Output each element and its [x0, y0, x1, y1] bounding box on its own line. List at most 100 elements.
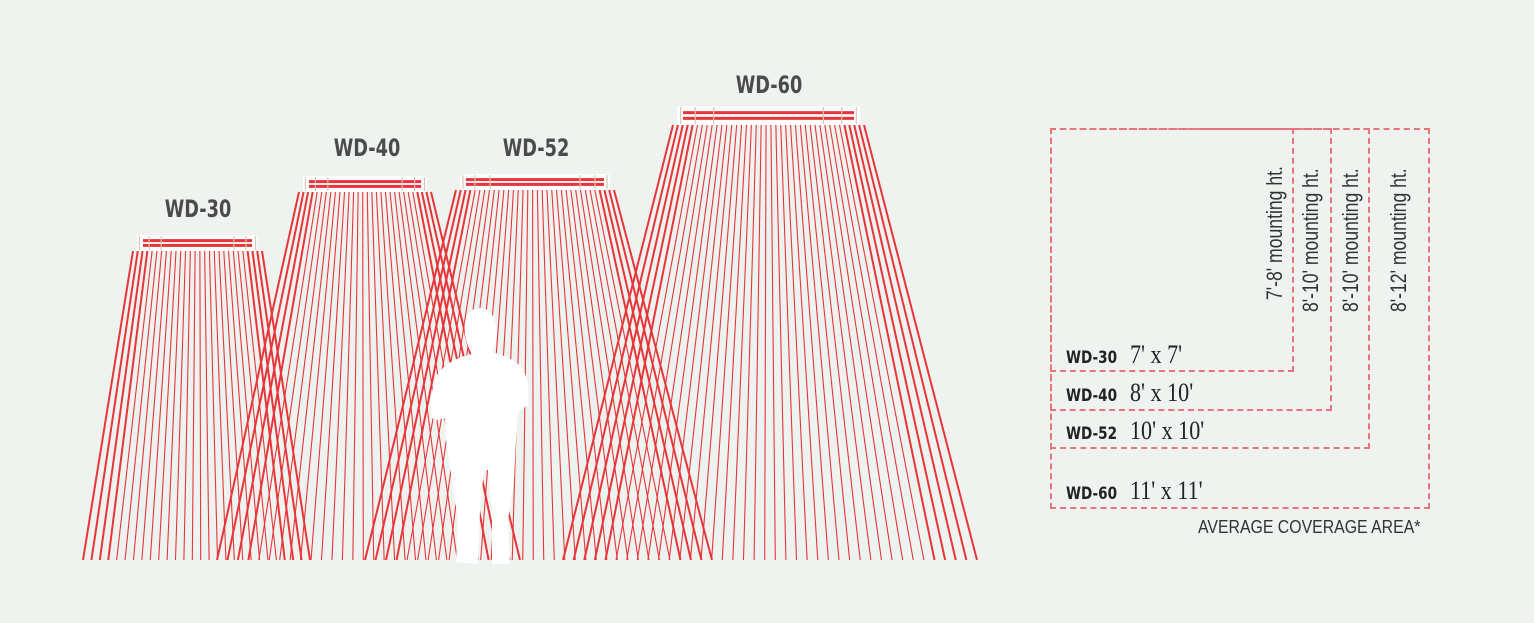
heat-ray-wd60	[572, 124, 679, 561]
heat-ray-wd40	[398, 191, 448, 561]
heat-ray-wd30	[116, 250, 153, 561]
heat-ray-wd30	[166, 250, 182, 561]
heat-ray-wd52	[536, 189, 545, 561]
heat-ray-wd30	[124, 250, 158, 561]
heat-ray-wd40	[236, 191, 310, 561]
coverage-model: WD-52	[1066, 424, 1118, 444]
heater-label-wd52: WD-52	[502, 134, 570, 162]
heater-label-wd30: WD-30	[164, 195, 232, 223]
heat-ray-wd60	[780, 124, 798, 561]
heat-ray-wd30	[208, 250, 219, 561]
heat-ray-wd60	[819, 124, 883, 561]
heat-ray-wd60	[764, 124, 767, 561]
coverage-caption: AVERAGE COVERAGE AREA*	[1198, 517, 1421, 537]
heat-ray-wd60	[636, 124, 708, 561]
heat-ray-wd30	[149, 250, 172, 561]
heat-ray-wd30	[141, 250, 167, 561]
coverage-area: 7' x 7'	[1130, 340, 1183, 369]
heater-wd40	[303, 176, 427, 192]
heat-ray-wd60	[615, 124, 699, 561]
heat-ray-wd40	[380, 191, 406, 561]
heat-ray-wd52	[532, 189, 534, 561]
heat-ray-wd60	[814, 124, 872, 561]
heat-ray-wd40	[394, 191, 437, 561]
heat-ray-wd60	[604, 124, 694, 561]
heat-ray-wd40	[268, 191, 323, 561]
heat-ray-wd60	[843, 124, 936, 561]
heat-ray-wd52	[570, 189, 618, 561]
heat-ray-wd60	[647, 124, 713, 561]
heat-ray-wd40	[226, 191, 305, 561]
heater-label-wd60: WD-60	[735, 71, 803, 99]
heating-element	[466, 182, 604, 186]
heat-ray-wd52	[551, 189, 576, 561]
heat-ray-wd30	[191, 250, 196, 561]
heat-ray-wd30	[199, 250, 202, 561]
heat-ray-wd40	[375, 191, 396, 561]
heat-ray-wd60	[834, 124, 914, 561]
mounting-height-wd30: 7'-8' mounting ht.	[1262, 166, 1287, 300]
heat-ray-wd40	[403, 191, 458, 561]
heat-ray-wd60	[863, 124, 978, 561]
person-silhouette	[430, 308, 529, 564]
coverage-row-wd60: WD-60 11' x 11'	[1066, 476, 1215, 506]
heat-ray-wd60	[732, 124, 752, 561]
heat-ray-wd60	[593, 124, 689, 561]
heating-element	[309, 184, 421, 188]
heat-ray-wd60	[838, 124, 925, 561]
heat-ray-wd60	[785, 124, 808, 561]
heat-ray-wd30	[223, 250, 244, 561]
coverage-row-wd40: WD-40 8' x 10'	[1066, 378, 1204, 408]
heater-body	[303, 176, 427, 192]
heat-ray-wd60	[711, 124, 743, 561]
heat-ray-wd30	[204, 250, 210, 561]
heat-ray-wd40	[320, 191, 346, 561]
heat-ray-wd52	[575, 189, 629, 561]
heat-ray-wd40	[341, 191, 355, 561]
heating-element	[683, 111, 854, 115]
heat-ray-wd60	[775, 124, 787, 561]
heat-ray-wd30	[107, 250, 149, 561]
heating-element	[466, 178, 604, 182]
heat-ray-wd60	[789, 124, 819, 561]
heat-ray-wd60	[721, 124, 748, 561]
heat-ray-wd60	[809, 124, 861, 561]
heat-ray-wd30	[158, 250, 177, 561]
heat-ray-wd30	[256, 250, 303, 561]
heat-ray-wd52	[565, 189, 608, 561]
heat-ray-wd40	[366, 191, 375, 561]
coverage-area: 10' x 10'	[1130, 416, 1205, 445]
heating-element	[143, 239, 252, 243]
heat-ray-wd52	[385, 189, 467, 561]
heat-ray-wd30	[246, 250, 286, 561]
heating-element	[683, 116, 854, 120]
heat-ray-wd40	[310, 191, 341, 561]
heat-ray-wd40	[247, 191, 314, 561]
heat-ray-wd60	[848, 124, 947, 561]
heat-ray-wd60	[689, 124, 733, 561]
coverage-area: 8' x 10'	[1130, 378, 1194, 407]
heat-ray-wd30	[183, 250, 191, 561]
heat-ray-wd60	[799, 124, 840, 561]
heat-ray-wd60	[657, 124, 718, 561]
heat-ray-wd40	[362, 191, 364, 561]
heat-ray-wd30	[132, 250, 163, 561]
heat-ray-wd40	[352, 191, 359, 561]
heat-ray-wd30	[82, 250, 134, 561]
heat-ray-wd40	[279, 191, 327, 561]
heater-wd52	[460, 174, 610, 190]
heat-ray-wd60	[770, 124, 776, 561]
coverage-area: 11' x 11'	[1130, 476, 1203, 505]
heat-ray-wd60	[626, 124, 703, 561]
heat-ray-wd60	[794, 124, 829, 561]
heater-body	[137, 235, 258, 251]
heat-ray-wd30	[174, 250, 187, 561]
heat-ray-wd60	[679, 124, 728, 561]
heat-ray-wd30	[237, 250, 269, 561]
heating-element	[309, 180, 421, 184]
heat-ray-wd52	[560, 189, 597, 561]
coverage-box-wd30	[1050, 128, 1294, 372]
heat-ray-wd60	[829, 124, 904, 561]
heat-ray-wd30	[261, 250, 311, 561]
